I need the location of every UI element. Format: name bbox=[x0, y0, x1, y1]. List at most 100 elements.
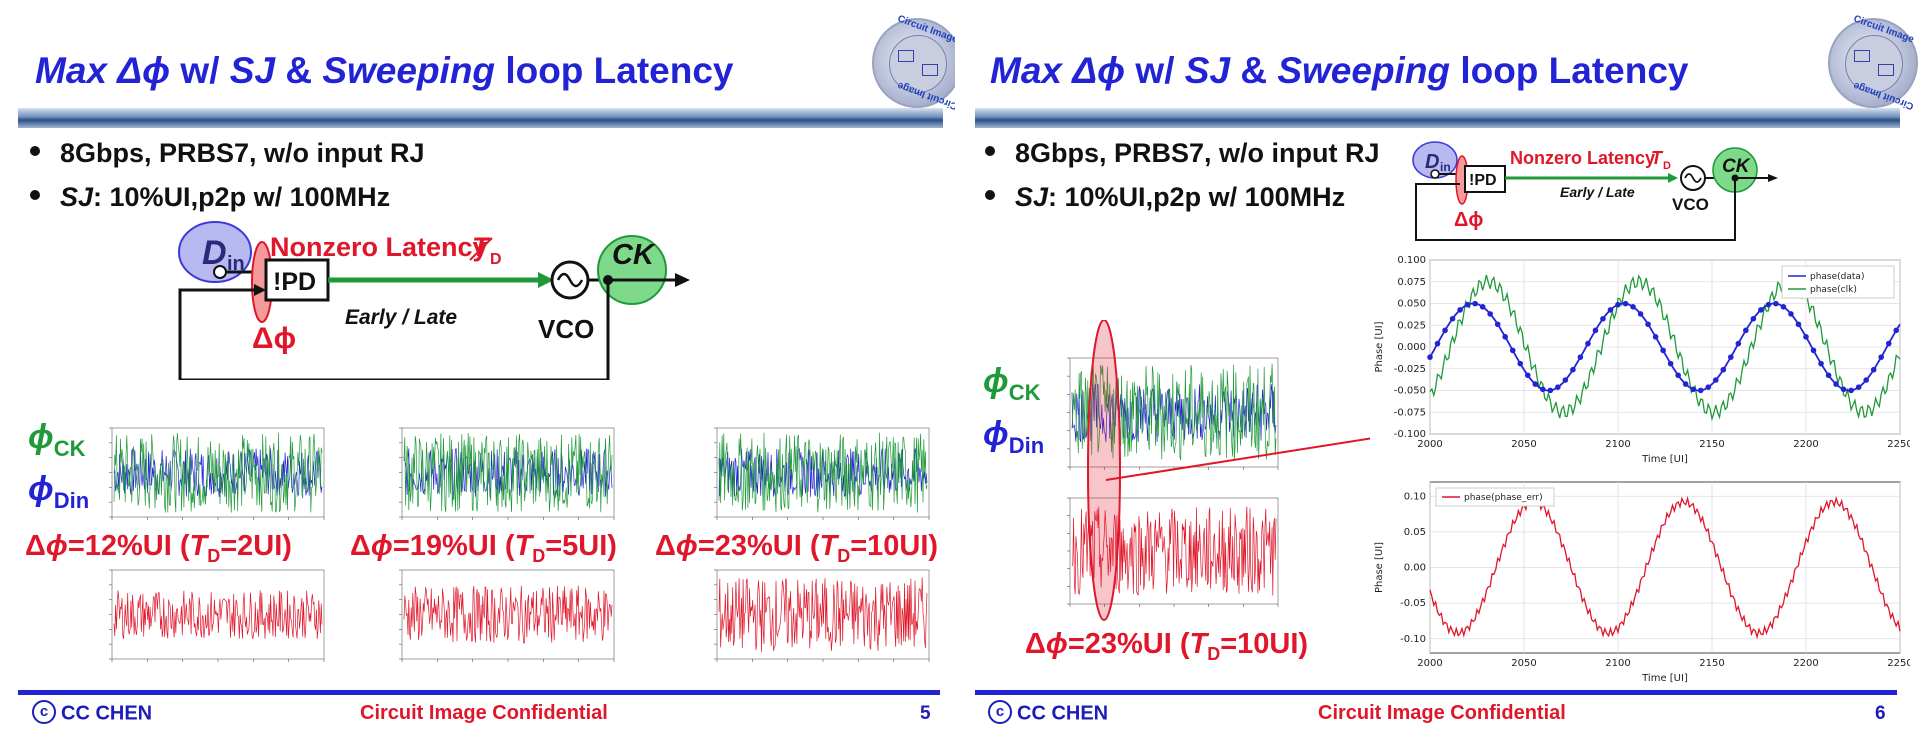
data-point bbox=[1773, 300, 1779, 307]
data-point bbox=[1487, 311, 1493, 317]
title-part: Max bbox=[990, 50, 1062, 91]
data-point bbox=[1750, 315, 1757, 322]
x-tick-label: 2050 bbox=[1511, 658, 1536, 669]
logo-disc bbox=[889, 35, 947, 93]
data-point bbox=[1585, 340, 1591, 347]
bullet-emph: SJ bbox=[1015, 182, 1049, 212]
pd-label: !PD bbox=[1469, 172, 1497, 189]
y-axis-label: Phase [UI] bbox=[1374, 321, 1385, 372]
arrow-head bbox=[254, 284, 266, 296]
phase-trace bbox=[403, 433, 613, 513]
title-part: SJ bbox=[1184, 50, 1231, 91]
phase-trace bbox=[718, 447, 928, 498]
legend-label: phase(phase_err) bbox=[1464, 493, 1543, 503]
y-tick-label: -0.075 bbox=[1394, 407, 1426, 418]
data-point bbox=[1818, 360, 1824, 367]
res-delta: Δ bbox=[350, 530, 371, 562]
bullet-item: SJ: 10%UI,p2p w/ 100MHz bbox=[985, 182, 1380, 213]
legend-box bbox=[1781, 265, 1895, 299]
td-label: T bbox=[1651, 148, 1664, 168]
x-tick-label: 2000 bbox=[1417, 658, 1442, 669]
data-point bbox=[1464, 301, 1471, 308]
data-point bbox=[1855, 384, 1862, 390]
res-t: T bbox=[189, 530, 208, 562]
arrow-head bbox=[1768, 174, 1778, 182]
error-trace bbox=[718, 577, 928, 653]
x-tick-label: 2000 bbox=[1417, 439, 1442, 450]
title-part: Sweeping bbox=[322, 50, 496, 91]
arrow-head bbox=[675, 273, 690, 287]
x-axis-label: Time [UI] bbox=[1641, 454, 1688, 465]
title-part: loop Latency bbox=[1460, 50, 1689, 91]
data-point bbox=[1427, 354, 1433, 360]
title-part: Sweeping bbox=[1277, 50, 1451, 91]
td-label: T bbox=[472, 232, 491, 262]
y-tick-label: 0.075 bbox=[1397, 277, 1426, 288]
data-point bbox=[1878, 354, 1884, 360]
res-t: T bbox=[819, 530, 838, 562]
phi-symbol: ϕ bbox=[28, 470, 54, 508]
x-tick-label: 2050 bbox=[1511, 439, 1536, 450]
zoom-window-ellipse bbox=[1087, 320, 1121, 621]
page-number: 5 bbox=[920, 703, 931, 724]
ck-label: CK bbox=[612, 239, 656, 271]
phase-plot-td10 bbox=[695, 420, 935, 535]
bullet-item: 8Gbps, PRBS7, w/o input RJ bbox=[985, 138, 1380, 169]
res-sub: D bbox=[1207, 643, 1221, 664]
phase-plot-td5 bbox=[380, 420, 620, 535]
phi-din-label: ϕDin bbox=[28, 470, 89, 514]
y-tick-label: 0.00 bbox=[1404, 563, 1426, 574]
data-point bbox=[1479, 304, 1486, 310]
din-sub: in bbox=[227, 253, 245, 275]
dphi-label: Δϕ bbox=[252, 322, 296, 355]
data-point bbox=[1555, 384, 1561, 390]
phase-trace bbox=[113, 448, 323, 497]
res-post: =10UI) bbox=[1220, 628, 1309, 660]
res-phi: ϕ bbox=[45, 530, 68, 562]
data-point bbox=[1592, 327, 1599, 334]
y-tick-label: -0.050 bbox=[1394, 386, 1426, 397]
bullet-dot bbox=[30, 145, 40, 156]
title-part: SJ bbox=[229, 50, 276, 91]
data-point bbox=[1509, 347, 1516, 354]
data-point bbox=[1517, 360, 1524, 367]
dphi-label: Δϕ bbox=[1454, 209, 1483, 231]
copyright-icon: c bbox=[988, 700, 1012, 724]
bullet-dot bbox=[30, 189, 40, 200]
title-part: loop Latency bbox=[505, 50, 734, 91]
slide-5: Max Δϕ w/ SJ & Sweeping loop Latency Cir… bbox=[0, 0, 955, 737]
clk-series-line bbox=[1429, 274, 1901, 422]
din-sub: in bbox=[1440, 160, 1451, 174]
data-point bbox=[1645, 321, 1651, 328]
data-point bbox=[1735, 340, 1742, 347]
data-point bbox=[1622, 300, 1629, 307]
data-point bbox=[1442, 327, 1448, 334]
title-bar bbox=[18, 108, 943, 128]
data-point bbox=[1833, 381, 1839, 387]
title-part: & bbox=[1240, 50, 1268, 91]
y-tick-label: 0.025 bbox=[1397, 320, 1426, 331]
title-part: Max bbox=[35, 50, 107, 91]
data-point bbox=[1720, 366, 1727, 373]
bullet-dot bbox=[985, 189, 995, 200]
y-tick-label: -0.10 bbox=[1400, 634, 1426, 645]
data-point bbox=[1728, 354, 1734, 360]
page-number: 6 bbox=[1875, 703, 1886, 724]
error-series-line bbox=[1429, 495, 1901, 640]
res-post: =2UI) bbox=[220, 530, 292, 562]
logo-circuit-glyph bbox=[1854, 50, 1870, 62]
din-label: D bbox=[1425, 151, 1439, 173]
data-point bbox=[1795, 321, 1802, 328]
data-point bbox=[1690, 386, 1696, 393]
td-sub: D bbox=[1663, 160, 1671, 172]
y-tick-label: -0.025 bbox=[1394, 364, 1426, 375]
author-name: CC CHEN bbox=[1017, 702, 1109, 725]
data-point bbox=[1780, 304, 1787, 310]
zoom-error-chart: 2000 2050 2100 2150 2200 2250 -0.10 -0.05 0.00 0.… bbox=[1370, 472, 1910, 687]
copyright-icon: c bbox=[32, 700, 56, 724]
y-tick-label: 0.050 bbox=[1397, 299, 1426, 310]
data-point bbox=[1502, 334, 1508, 340]
data-point bbox=[1524, 372, 1531, 379]
footer-author: c CC CHEN bbox=[32, 700, 152, 726]
y-tick-label: 0.100 bbox=[1397, 255, 1426, 266]
